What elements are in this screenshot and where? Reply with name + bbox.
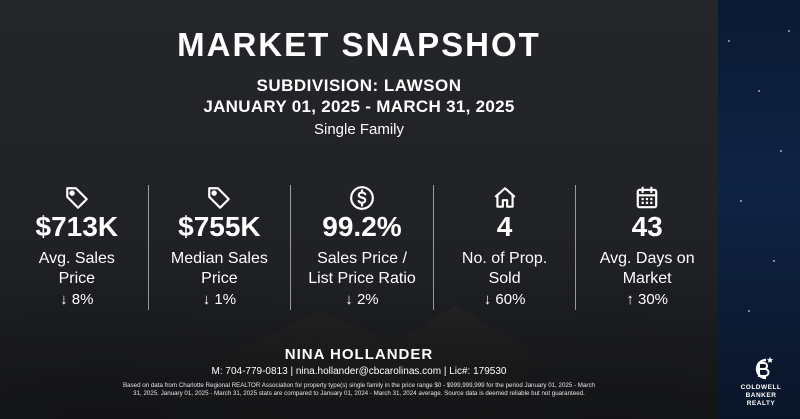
disclaimer-text: Based on data from Charlotte Regional RE…: [123, 382, 595, 397]
stat-label-line2: Market: [622, 270, 672, 287]
dollar-circle-icon: [291, 185, 433, 211]
stat-label: Avg. Days on Market: [576, 249, 718, 289]
logo-text-line3: REALTY: [746, 400, 776, 407]
stat-value: 43: [631, 211, 663, 242]
night-sky-panel: [718, 0, 800, 419]
stat-value: 99.2%: [322, 211, 402, 242]
date-range: JANUARY 01, 2025 - MARCH 31, 2025: [203, 97, 515, 116]
stat-label-line1: Avg. Days on: [599, 250, 695, 267]
stat-change: ↑ 30%: [626, 291, 669, 308]
cb-monogram-icon: [746, 354, 776, 384]
snapshot-content: MARKET SNAPSHOT SUBDIVISION: LAWSON JANU…: [6, 26, 718, 397]
stat-label: Avg. Sales Price: [6, 249, 148, 289]
property-type: Single Family: [313, 121, 405, 138]
subdivision-label: SUBDIVISION: LAWSON: [256, 76, 462, 95]
price-tag-icon: [6, 185, 148, 211]
stat-label: No. of Prop. Sold: [434, 249, 576, 289]
stat-label-line2: List Price Ratio: [308, 270, 416, 287]
agent-name: NINA HOLLANDER: [284, 346, 434, 363]
stat-label-line1: No. of Prop.: [461, 250, 548, 267]
stat-avg-sales-price: $713K Avg. Sales Price ↓ 8%: [6, 185, 148, 310]
stat-days-on-market: 43 Avg. Days on Market ↑ 30%: [575, 185, 718, 310]
house-icon: [434, 185, 576, 211]
stat-label: Median Sales Price: [149, 249, 291, 289]
stat-sales-list-ratio: 99.2% Sales Price / List Price Ratio ↓ 2…: [290, 185, 433, 310]
stat-label-line1: Sales Price /: [317, 250, 407, 267]
stats-row: $713K Avg. Sales Price ↓ 8% $755K Median…: [6, 185, 718, 310]
stat-label: Sales Price / List Price Ratio: [291, 249, 433, 289]
stat-value: $755K: [178, 211, 261, 242]
stat-label-line1: Avg. Sales: [38, 250, 115, 267]
stat-label-line2: Sold: [488, 270, 521, 287]
tree-silhouette: [0, 219, 718, 419]
price-tag-icon: [149, 185, 291, 211]
stat-label-line1: Median Sales: [170, 250, 268, 267]
stat-median-sales-price: $755K Median Sales Price ↓ 1%: [147, 185, 291, 310]
stat-change: ↓ 8%: [60, 291, 94, 308]
calendar-icon: [576, 185, 718, 211]
agent-contact: M: 704-779-0813 | nina.hollander@cbcarol…: [211, 366, 507, 377]
page-title: MARKET SNAPSHOT: [177, 26, 541, 63]
stat-change: ↓ 1%: [202, 291, 237, 308]
stat-label-line2: Price: [201, 270, 238, 287]
logo-text-line2: BANKER: [745, 392, 777, 399]
stat-label-line2: Price: [58, 270, 96, 287]
stat-value: $713K: [35, 211, 119, 242]
stat-change: ↓ 60%: [483, 291, 526, 308]
logo-text-line1: COLDWELL: [740, 384, 782, 391]
stat-change: ↓ 2%: [345, 291, 379, 308]
stat-value: 4: [496, 211, 513, 242]
coldwell-banker-logo: COLDWELL BANKER REALTY: [729, 354, 793, 408]
stat-properties-sold: 4 No. of Prop. Sold ↓ 60%: [432, 185, 576, 310]
